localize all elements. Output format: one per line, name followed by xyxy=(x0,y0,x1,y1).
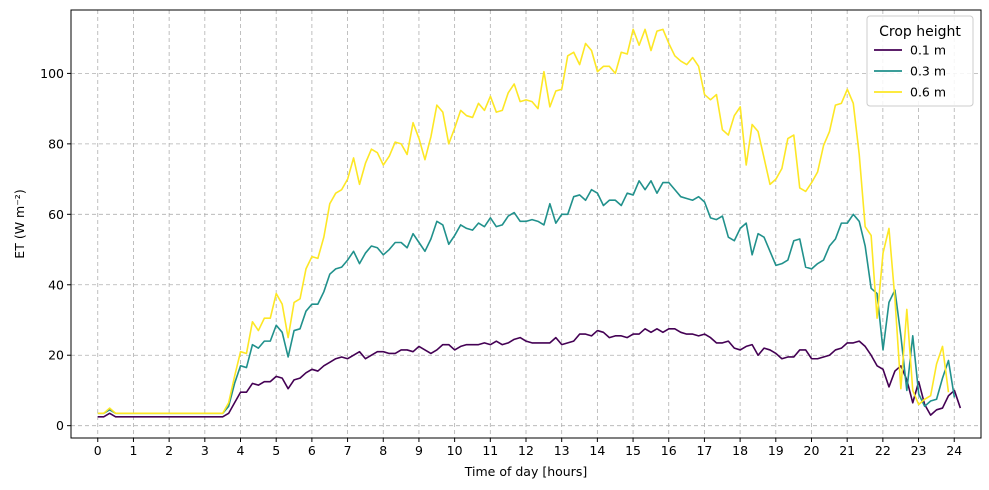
y-tick-label: 0 xyxy=(56,418,64,433)
series-line-0-1m xyxy=(97,327,962,418)
series-line-0-3m xyxy=(97,180,956,415)
x-tick-label: 0 xyxy=(94,443,102,458)
series-line-0-6m xyxy=(97,28,950,415)
legend-title: Crop height xyxy=(879,24,961,40)
x-tick-label: 1 xyxy=(129,443,137,458)
x-tick-label: 18 xyxy=(732,443,748,458)
x-tick-label: 17 xyxy=(696,443,712,458)
x-tick-label: 12 xyxy=(518,443,534,458)
x-tick-label: 9 xyxy=(415,443,423,458)
y-axis-ticks: 0 20 40 60 80 100 xyxy=(40,66,71,433)
x-tick-label: 6 xyxy=(308,443,316,458)
legend-box xyxy=(866,15,974,107)
x-tick-label: 21 xyxy=(839,443,855,458)
x-tick-label: 11 xyxy=(482,443,498,458)
x-tick-label: 13 xyxy=(554,443,570,458)
x-tick-label: 2 xyxy=(165,443,173,458)
x-tick-label: 3 xyxy=(201,443,209,458)
x-tick-label: 20 xyxy=(804,443,820,458)
legend-label: 0.3 m xyxy=(910,64,946,79)
x-tick-label: 5 xyxy=(272,443,280,458)
x-tick-label: 24 xyxy=(946,443,962,458)
x-tick-label: 16 xyxy=(661,443,677,458)
legend: Crop height 0.1 m 0.3 m 0.6 m xyxy=(866,15,974,107)
y-tick-label: 20 xyxy=(48,348,64,363)
x-tick-label: 14 xyxy=(589,443,605,458)
legend-label: 0.6 m xyxy=(910,85,946,100)
y-axis-label: ET (W m⁻²) xyxy=(12,189,27,258)
legend-entries: 0.1 m 0.3 m 0.6 m xyxy=(874,43,946,100)
y-tick-label: 100 xyxy=(40,66,64,81)
y-tick-label: 80 xyxy=(48,136,64,151)
x-tick-label: 23 xyxy=(911,443,927,458)
y-tick-label: 60 xyxy=(48,207,64,222)
x-tick-label: 10 xyxy=(447,443,463,458)
series-lines xyxy=(97,28,962,418)
x-axis-ticks: 0 1 2 3 4 5 6 7 8 9 10 11 12 13 14 15 16 17 18 19 20 21 22 23 24 xyxy=(94,438,962,458)
y-tick-label: 40 xyxy=(48,277,64,292)
x-tick-label: 15 xyxy=(625,443,641,458)
x-tick-label: 4 xyxy=(237,443,245,458)
x-tick-label: 19 xyxy=(768,443,784,458)
x-tick-label: 8 xyxy=(379,443,387,458)
legend-label: 0.1 m xyxy=(910,43,946,58)
x-tick-label: 7 xyxy=(344,443,352,458)
x-axis-label: Time of day [hours] xyxy=(464,464,587,479)
x-tick-label: 22 xyxy=(875,443,891,458)
